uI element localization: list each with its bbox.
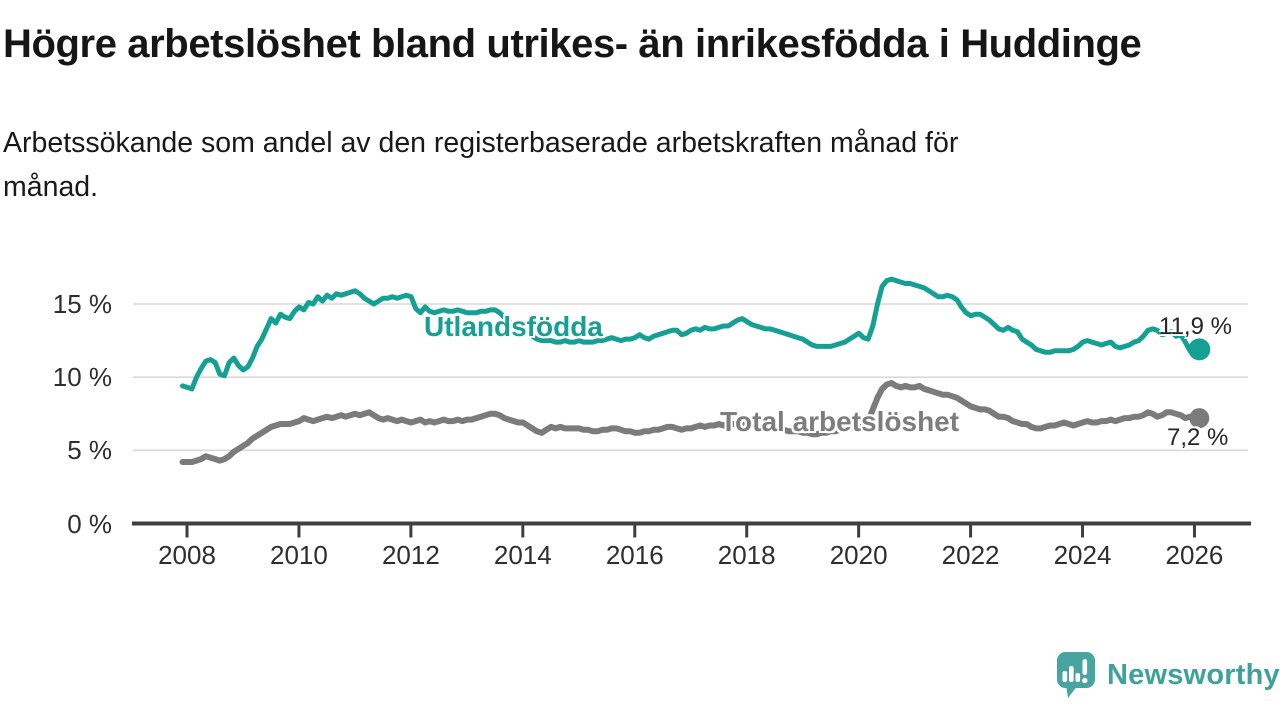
series-label-total-arbetsloshet: Total arbetslöshet xyxy=(720,406,960,437)
x-tick-label-2016: 2016 xyxy=(605,540,664,570)
x-tick-label-2014: 2014 xyxy=(493,540,552,570)
x-tick-label-2026: 2026 xyxy=(1165,540,1224,570)
y-tick-label-5: 5 % xyxy=(67,435,112,466)
x-tick-label-2024: 2024 xyxy=(1053,540,1112,570)
page-title: Högre arbetslöshet bland utrikes- än inr… xyxy=(3,22,1142,66)
series-end-dot-0 xyxy=(1188,338,1211,361)
x-tick-label-2008: 2008 xyxy=(158,540,216,570)
end-value-label-total-arbetsloshet: 7,2 % xyxy=(1167,424,1229,451)
chart-subtitle-line-2: månad. xyxy=(3,171,99,203)
end-value-label-utlandsfodda: 11,9 % xyxy=(1159,313,1232,340)
y-tick-label-15: 15 % xyxy=(52,289,112,319)
series-label-utlandsfodda: Utlandsfödda xyxy=(424,311,603,342)
series-line-1 xyxy=(179,380,1203,465)
series-end-dot-1 xyxy=(1189,408,1210,429)
x-tick-label-2018: 2018 xyxy=(717,540,776,570)
x-tick-label-2012: 2012 xyxy=(381,540,440,570)
newsworthy-logo-icon xyxy=(1057,652,1095,698)
chart-subtitle-line-1: Arbetssökande som andel av den registerb… xyxy=(3,127,959,159)
x-tick-label-2022: 2022 xyxy=(941,540,1000,570)
newsworthy-branding: Newsworthy xyxy=(1056,651,1280,699)
x-tick-label-2020: 2020 xyxy=(829,540,888,570)
brand-name: Newsworthy xyxy=(1107,658,1280,691)
x-tick-label-2010: 2010 xyxy=(270,540,328,570)
y-tick-label-10: 10 % xyxy=(52,362,112,393)
y-tick-label-0: 0 % xyxy=(67,508,112,539)
series-line-0 xyxy=(180,276,1202,392)
chart-subtitle: Arbetssökande som andel av den registerb… xyxy=(3,121,1223,209)
